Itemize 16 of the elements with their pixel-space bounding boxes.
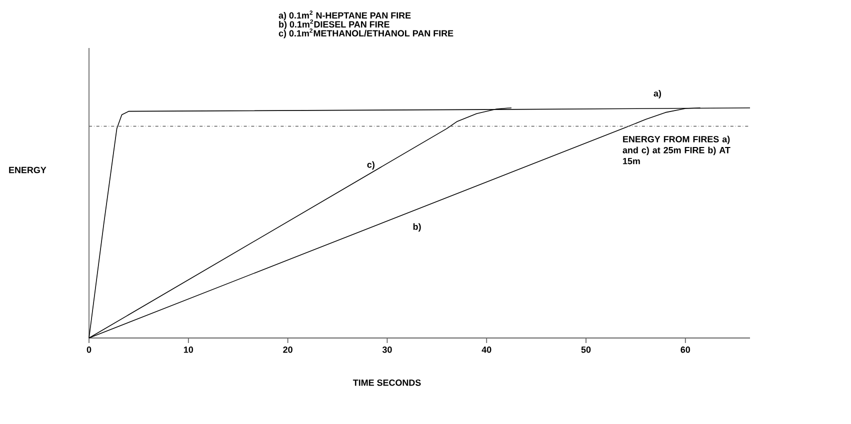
series-label: c): [367, 161, 374, 170]
text: b) 0.1m$^{2}$DIESEL PAN FIRE: [279, 19, 390, 30]
x-tick-label: 60: [680, 346, 690, 353]
x-tick-label: 10: [184, 346, 194, 353]
x-tick-label: 30: [382, 346, 392, 353]
text: a) 0.1m$^{2}$ N-HEPTANE PAN FIRE: [278, 10, 411, 20]
ref-line-label: ENERGY FROM FIRES a) and c) at 25m FIRE b) AT 15m: [622, 136, 730, 164]
x-tick-label: 50: [581, 346, 591, 353]
y-axis-title: ENERGY: [9, 166, 46, 174]
series-label: a): [654, 90, 662, 98]
series-label: b): [413, 223, 421, 232]
x-tick-label: 40: [482, 346, 492, 353]
x-axis-title: TIME SECONDS: [352, 380, 421, 386]
text: c) 0.1m$^{2}$METHANOL/ETHANOL PAN FIRE: [278, 28, 454, 38]
x-tick-label: 20: [283, 346, 292, 353]
x-tick-label: 0: [86, 346, 92, 353]
